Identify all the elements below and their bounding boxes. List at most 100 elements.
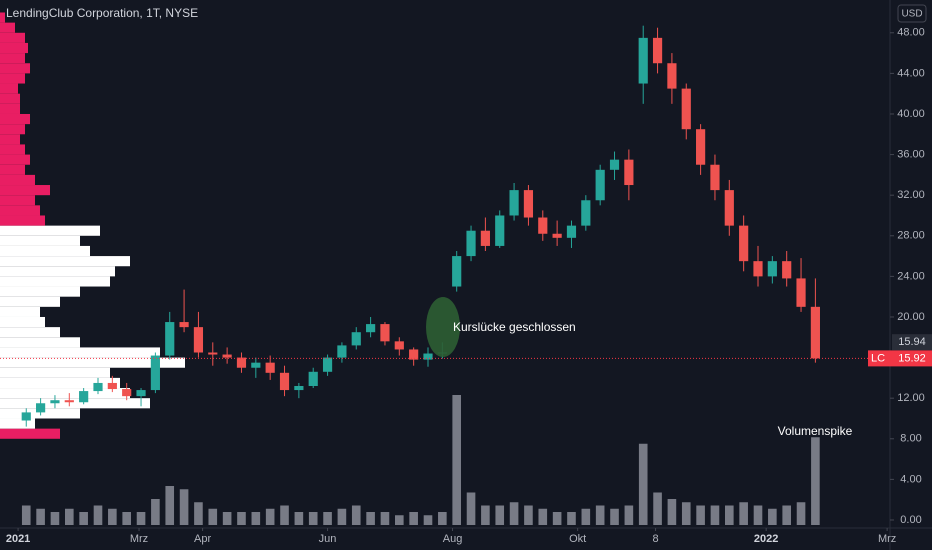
candle-body [466,230,476,257]
volume-bar [681,502,691,525]
volume-bar [50,512,60,525]
volume-bar [796,502,806,525]
price-label: 15.94 [898,336,926,348]
volume-bar [653,492,662,525]
x-tick-label: Okt [569,533,586,545]
volume-bar [524,505,533,525]
profile-bar [0,367,110,378]
volume-bar [222,512,232,525]
volume-bar [724,505,734,525]
y-tick-label: 0.00 [900,514,921,526]
candle-body [322,357,333,372]
x-tick-label: 2021 [6,533,30,545]
volume-bar [538,508,548,525]
profile-bar [0,347,160,358]
candle-body [782,261,792,279]
currency-box [897,4,927,23]
volume-bars [21,395,820,525]
y-tick-label: 32.00 [897,189,925,201]
y-tick-label: 24.00 [897,270,925,282]
volume-bar [151,499,160,525]
volume-bar [782,505,791,525]
volume-bar [438,512,447,525]
volume-bar [79,512,88,525]
candle-body [394,341,404,350]
candle-body [294,386,304,391]
candle-body [409,349,419,360]
y-tick-label: 20.00 [897,311,925,323]
y-tick-label: 28.00 [897,230,925,242]
candle-body [236,357,247,368]
profile-bar [0,53,25,64]
volume-bar [194,502,203,525]
annotation: Kurslücke geschlossen [453,320,576,334]
volume-bar [495,505,505,525]
profile-bar [0,316,45,328]
y-tick-label: 12.00 [897,392,925,404]
candle-body [652,37,663,64]
candle-body [796,278,806,307]
candle-body [50,400,60,404]
candle-body [337,345,347,358]
volume-bar [581,508,591,525]
candle-body [308,371,318,387]
profile-bar [0,276,110,287]
gap-ellipse [426,297,460,357]
volume-bar [165,486,175,525]
volume-bar [21,505,31,525]
candle-body [79,391,89,403]
candle-body [767,261,777,277]
volume-bar [36,508,45,525]
price-label: 15.92 [898,352,926,364]
profile-bar [0,205,40,216]
x-tick-label: 8 [652,533,658,545]
x-tick-label: Apr [194,533,211,545]
candle-body [609,159,620,170]
profile-bar [0,32,25,43]
candle-body [538,217,548,234]
profile-bar [0,144,25,155]
volume-bar [93,505,103,525]
profile-bar [0,124,25,135]
x-tick-label: 2022 [754,533,778,545]
volume-bar [265,508,275,525]
volume-bar [337,508,347,525]
volume-bar [409,512,418,525]
volume-bar [567,512,576,525]
candle-body [265,362,275,373]
candle-body [624,159,634,186]
volume-bar [380,512,390,525]
profile-bar [0,266,115,277]
candle-body [366,324,376,333]
volume-profile [0,12,185,439]
candle-body [122,389,132,397]
profile-bar [0,22,15,33]
candle-body [595,169,605,201]
price-box [892,334,932,351]
candle-body [480,230,490,246]
volume-bar [667,499,677,525]
profile-bar [0,42,28,54]
x-tick-label: Jun [319,533,337,545]
profile-bar [0,195,35,206]
volume-bar [237,512,246,525]
volume-bar [351,505,361,525]
profile-bar [0,154,30,165]
annotation: Volumenspike [778,424,853,438]
profile-bar [0,113,30,125]
profile-bar [0,63,30,74]
profile-bar [0,245,90,257]
profile-bar [0,83,18,94]
volume-bar [509,502,519,525]
volume-bar [251,512,261,525]
candle-body [739,225,749,262]
volume-bar [466,492,476,525]
symbol-label: LC [871,352,885,364]
volume-bar [179,489,189,525]
profile-bar [0,428,60,439]
profile-bar [0,418,35,429]
y-tick-label: 44.00 [897,67,925,79]
candle-body [710,164,720,191]
y-tick-label: 8.00 [900,433,921,445]
